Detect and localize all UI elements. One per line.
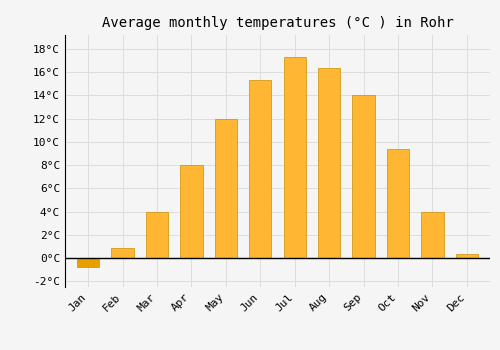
Bar (112, 247, 134, 258)
Bar (284, 57, 306, 258)
Bar (146, 211, 168, 258)
Bar (180, 165, 203, 258)
Bar (249, 80, 272, 258)
Bar (352, 96, 374, 258)
Bar (387, 149, 409, 258)
Bar (421, 211, 444, 258)
Bar (318, 68, 340, 258)
Bar (214, 119, 237, 258)
Bar (77, 258, 100, 267)
Bar (456, 254, 478, 258)
Title: Average monthly temperatures (°C ) in Rohr: Average monthly temperatures (°C ) in Ro… (102, 16, 454, 30)
